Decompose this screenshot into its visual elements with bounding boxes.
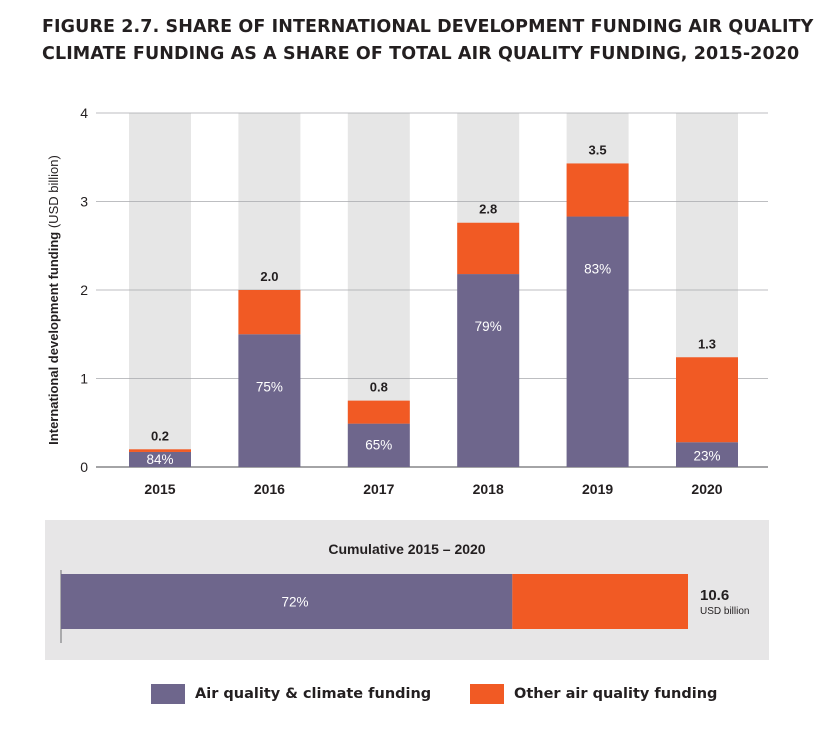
- figure-title-line-1: FIGURE 2.7. SHARE OF INTERNATIONAL DEVEL…: [42, 17, 815, 37]
- figure-title: FIGURE 2.7. SHARE OF INTERNATIONAL DEVEL…: [42, 14, 815, 68]
- cumulative-bar-air-quality: [61, 574, 513, 629]
- bar-labels: 0.2 84% 2.0 75% 0.8 65% 2.8 79% 3.5 83% 1.3 23%: [146, 142, 720, 467]
- bar-air-quality-2015: [129, 451, 191, 467]
- x-tick-label-2015: 2015: [144, 481, 175, 497]
- cumulative-title: Cumulative 2015 – 2020: [328, 541, 485, 557]
- bar-air-quality-2016: [238, 334, 301, 467]
- share-label-2016: 75%: [256, 379, 283, 394]
- stacked-bars: [129, 163, 738, 467]
- total-label-2016: 2.0: [260, 269, 278, 284]
- y-tick-label: 4: [80, 105, 88, 121]
- y-tick-label: 3: [80, 194, 88, 210]
- share-label-2019: 83%: [584, 262, 611, 277]
- annual-funding-chart: 0.2 84% 2.0 75% 0.8 65% 2.8 79% 3.5 83% 1.3 23% 0 1 2…: [46, 105, 768, 497]
- x-tick-label-2018: 2018: [473, 481, 504, 497]
- x-tick-label-2016: 2016: [254, 481, 285, 497]
- y-axis-label: International development funding (USD b…: [46, 155, 61, 445]
- total-label-2020: 1.3: [698, 336, 716, 351]
- bar-other-2018: [457, 222, 520, 275]
- total-label-2018: 2.8: [479, 202, 497, 217]
- y-axis-label-unit: (USD billion): [46, 155, 61, 232]
- total-label-2017: 0.8: [370, 380, 388, 395]
- legend-swatch-other-air-quality: [470, 684, 504, 704]
- cumulative-total-unit: USD billion: [700, 606, 749, 617]
- bar-other-2020: [676, 357, 738, 443]
- x-axis: 2015 2016 2017 2018 2019 2020: [144, 481, 722, 497]
- bar-other-2015: [129, 449, 191, 452]
- legend-swatch-air-quality-climate: [151, 684, 185, 704]
- cumulative-total-label: 10.6: [700, 587, 729, 604]
- bar-air-quality-2020: [676, 442, 738, 467]
- total-label-2015: 0.2: [151, 428, 169, 443]
- bar-other-2017: [347, 400, 410, 424]
- legend-item-air-quality-climate: Air quality & climate funding: [151, 684, 431, 704]
- share-label-2020: 23%: [693, 449, 720, 464]
- y-axis-label-main: International development funding: [46, 232, 61, 445]
- cumulative-share-label: 72%: [281, 595, 308, 610]
- cumulative-chart: Cumulative 2015 – 2020 72% 10.6 USD billion: [60, 541, 749, 643]
- bar-other-2016: [238, 290, 301, 335]
- share-label-2015: 84%: [146, 452, 173, 467]
- legend-label-other-air-quality: Other air quality funding: [514, 686, 718, 702]
- bar-air-quality-2018: [457, 274, 520, 467]
- cumulative-panel: Cumulative 2015 – 2020 72% 10.6 USD billion: [45, 520, 769, 660]
- total-label-2019: 3.5: [589, 142, 607, 157]
- y-tick-label: 2: [80, 282, 88, 298]
- legend: Air quality & climate funding Other air …: [0, 684, 815, 714]
- legend-label-air-quality-climate: Air quality & climate funding: [195, 686, 432, 702]
- x-tick-label-2017: 2017: [363, 481, 394, 497]
- share-label-2018: 79%: [475, 319, 502, 334]
- bar-air-quality-2019: [566, 216, 629, 467]
- figure-title-line-2: CLIMATE FUNDING AS A SHARE OF TOTAL AIR …: [42, 44, 800, 64]
- share-label-2017: 65%: [365, 438, 392, 453]
- gridlines: [96, 112, 768, 468]
- y-tick-label: 0: [80, 459, 88, 475]
- y-axis: 0 1 2 3 4 International development funding (…: [46, 105, 88, 475]
- x-tick-label-2020: 2020: [691, 481, 722, 497]
- x-tick-label-2019: 2019: [582, 481, 613, 497]
- legend-item-other-air-quality: Other air quality funding: [470, 684, 717, 704]
- cumulative-bar-other: [512, 574, 688, 629]
- bar-air-quality-2017: [347, 423, 410, 467]
- y-tick-label: 1: [80, 371, 88, 387]
- bar-other-2019: [566, 163, 629, 217]
